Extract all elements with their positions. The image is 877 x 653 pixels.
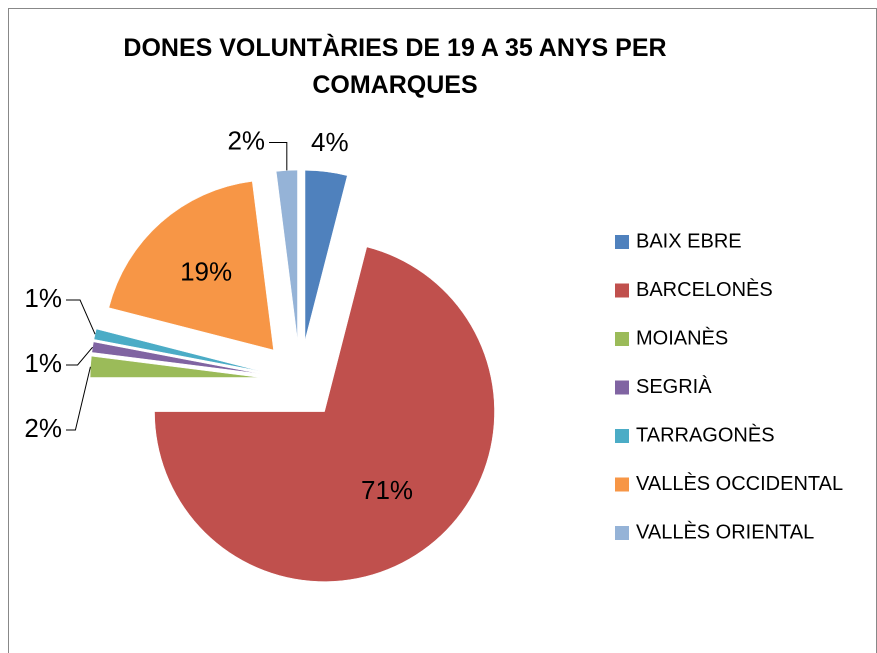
pie-slice [154, 246, 495, 582]
legend-swatch [615, 235, 629, 249]
legend-label: BARCELONÈS [636, 278, 773, 301]
legend-label: MOIANÈS [636, 326, 728, 349]
legend-label: TARRAGONÈS [636, 423, 775, 446]
leader-line [269, 141, 288, 171]
legend-swatch [615, 526, 629, 540]
legend-swatch [615, 429, 629, 443]
data-label: 19% [180, 256, 232, 286]
pie-slice [89, 355, 261, 378]
pie-slice [304, 170, 348, 341]
legend-label: VALLÈS ORIENTAL [636, 520, 814, 543]
leader-line [66, 299, 96, 335]
chart-title: DONES VOLUNTÀRIES DE 19 A 35 ANYS PER CO… [123, 34, 667, 99]
legend-label: VALLÈS OCCIDENTAL [636, 472, 843, 495]
data-label: 4% [311, 127, 349, 157]
data-label: 2% [24, 413, 62, 443]
data-label: 1% [24, 283, 62, 313]
data-label: 2% [227, 125, 265, 155]
legend-swatch [615, 332, 629, 346]
leader-line [66, 366, 91, 431]
legend-swatch [615, 380, 629, 395]
legend-label: SEGRIÀ [636, 375, 712, 398]
legend-label: BAIX EBRE [636, 230, 742, 252]
pie-slice [108, 181, 274, 351]
leader-line [66, 346, 93, 366]
data-label: 1% [24, 348, 62, 378]
legend-swatch [615, 283, 629, 298]
data-label: 71% [361, 475, 413, 505]
legend-swatch [615, 477, 629, 492]
